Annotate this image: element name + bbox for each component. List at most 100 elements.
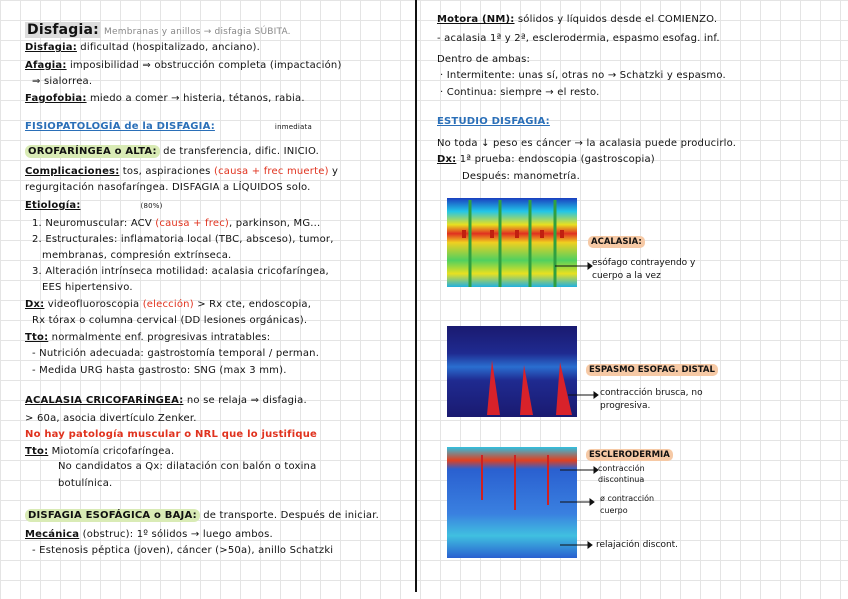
- text-segment: Afagia:: [25, 60, 67, 71]
- image-detail: [462, 230, 564, 238]
- text-segment: · Continua: siempre → el resto.: [440, 87, 600, 98]
- text-segment: OROFARÍNGEA o ALTA:: [25, 145, 160, 158]
- text-line: ⇒ sialorrea.: [32, 76, 92, 87]
- text-segment: botulínica.: [58, 478, 113, 489]
- text-line: Afagia: imposibilidad ⇒ obstrucción comp…: [25, 60, 342, 71]
- figure-note: cuerpo: [600, 506, 628, 515]
- column-divider: [415, 0, 417, 592]
- figure-note: discontinua: [598, 475, 645, 484]
- manometry-image: [447, 447, 577, 558]
- text-segment: tos, aspiraciones: [119, 166, 214, 177]
- text-line: Complicaciones: tos, aspiraciones (causa…: [25, 166, 338, 177]
- text-segment: videofluoroscopia: [44, 299, 143, 310]
- text-segment: Después: manometría.: [462, 171, 580, 182]
- text-line: Rx tórax o columna cervical (DD lesiones…: [32, 315, 307, 326]
- figure-title: ESCLERODERMIA: [586, 449, 673, 461]
- text-line: - Nutrición adecuada: gastrostomía tempo…: [32, 348, 319, 359]
- text-segment: 3. Alteración intrínseca motilidad: acal…: [32, 266, 329, 277]
- text-line: 1. Neuromuscular: ACV (causa + frec), pa…: [32, 218, 320, 229]
- text-line: Etiología: (80%): [25, 200, 163, 211]
- text-segment: Rx tórax o columna cervical (DD lesiones…: [32, 315, 308, 326]
- text-segment: membranas, compresión extrínseca.: [42, 250, 232, 261]
- text-segment: ESTUDIO DISFAGIA:: [437, 116, 550, 127]
- text-segment: DISFAGIA ESOFÁGICA o BAJA:: [25, 509, 200, 522]
- text-segment: Motora (NM):: [437, 14, 515, 25]
- figure-note: contracción: [598, 464, 645, 473]
- text-segment: Tto:: [25, 446, 49, 457]
- text-segment: Complicaciones:: [25, 166, 120, 177]
- text-line: > 60a, asocia divertículo Zenker.: [25, 413, 197, 424]
- text-segment: y: [328, 166, 339, 177]
- text-segment: Miotomía cricofaríngea.: [48, 446, 175, 457]
- text-segment: Tto:: [25, 332, 49, 343]
- text-line: membranas, compresión extrínseca.: [42, 250, 231, 261]
- text-segment: ⇒ sialorrea.: [32, 76, 93, 87]
- text-line: Motora (NM): sólidos y líquidos desde el…: [437, 14, 717, 25]
- text-segment: de transporte. Después de iniciar.: [199, 510, 380, 521]
- text-line: Disfagia: dificultad (hospitalizado, anc…: [25, 42, 260, 53]
- text-segment: inmediata: [274, 123, 312, 131]
- text-segment: Dx:: [25, 299, 45, 310]
- figure-note: contracción brusca, no: [600, 388, 703, 398]
- text-segment: No hay patología muscular o NRL que lo j…: [25, 429, 318, 440]
- text-line: No toda ↓ peso es cáncer → la acalasia p…: [437, 138, 736, 149]
- text-segment: Membranas y anillos → disfagia SÚBITA.: [100, 27, 291, 37]
- text-line: No hay patología muscular o NRL que lo j…: [25, 429, 317, 440]
- text-line: DISFAGIA ESOFÁGICA o BAJA: de transporte…: [25, 509, 380, 522]
- text-line: Disfagia: Membranas y anillos → disfagia…: [25, 22, 291, 38]
- text-line: regurgitación nasofaríngea. DISFAGIA a L…: [25, 182, 311, 193]
- text-segment: No toda ↓ peso es cáncer → la acalasia p…: [437, 138, 737, 149]
- figure-note: esófago contrayendo y: [592, 258, 696, 268]
- text-segment: 2. Estructurales: inflamatoria local (TB…: [32, 234, 334, 245]
- text-line: Dx: videofluoroscopia (elección) > Rx ct…: [25, 299, 311, 310]
- text-segment: normalmente enf. progresivas intratables…: [48, 332, 271, 343]
- text-segment: (80%): [140, 202, 163, 210]
- text-line: EES hipertensivo.: [42, 282, 133, 293]
- text-line: ESTUDIO DISFAGIA:: [437, 116, 550, 127]
- text-segment: FISIOPATOLOGÍA de la DISFAGIA:: [25, 121, 215, 132]
- text-segment: (causa + frec): [155, 218, 230, 229]
- text-line: Fagofobia: miedo a comer → histeria, tét…: [25, 93, 305, 104]
- text-line: Tto: normalmente enf. progresivas intrat…: [25, 332, 270, 343]
- text-segment: 1. Neuromuscular: ACV: [32, 218, 156, 229]
- text-line: Después: manometría.: [462, 171, 580, 182]
- text-line: FISIOPATOLOGÍA de la DISFAGIA: inmediata: [25, 121, 312, 132]
- manometry-image: [447, 198, 577, 287]
- image-detail: [487, 360, 572, 415]
- text-segment: Fagofobia:: [25, 93, 87, 104]
- text-segment: 1ª prueba: endoscopia (gastroscopia): [456, 154, 655, 165]
- manometry-image: [447, 326, 577, 417]
- text-line: 2. Estructurales: inflamatoria local (TB…: [32, 234, 334, 245]
- figure-note: ø contracción: [600, 494, 655, 503]
- text-line: botulínica.: [58, 478, 112, 489]
- figure-title: ACALASIA:: [588, 236, 645, 248]
- text-segment: miedo a comer → histeria, tétanos, rabia…: [86, 93, 305, 104]
- text-segment: EES hipertensivo.: [42, 282, 133, 293]
- text-line: ACALASIA CRICOFARÍNGEA: no se relaja ⇒ d…: [25, 395, 307, 406]
- text-line: · Continua: siempre → el resto.: [440, 87, 599, 98]
- text-line: No candidatos a Qx: dilatación con balón…: [58, 461, 316, 472]
- text-segment: > 60a, asocia divertículo Zenker.: [25, 413, 197, 424]
- text-segment: (elección): [142, 299, 194, 310]
- image-detail: [481, 455, 549, 510]
- arrows: [555, 262, 599, 549]
- text-segment: regurgitación nasofaríngea. DISFAGIA a L…: [25, 182, 311, 193]
- figure-title: ESPASMO ESOFAG. DISTAL: [586, 364, 718, 376]
- text-segment: No candidatos a Qx: dilatación con balón…: [58, 461, 317, 472]
- text-segment: Disfagia:: [25, 22, 101, 38]
- text-segment: (causa + frec muerte): [213, 166, 329, 177]
- text-segment: - Nutrición adecuada: gastrostomía tempo…: [32, 348, 320, 359]
- text-segment: sólidos y líquidos desde el COMIENZO.: [514, 14, 718, 25]
- text-line: - Estenosis péptica (joven), cáncer (>50…: [32, 545, 333, 556]
- text-line: Dentro de ambas:: [437, 54, 530, 65]
- text-segment: no se relaja ⇒ disfagia.: [183, 395, 307, 406]
- text-line: - acalasia 1ª y 2ª, esclerodermia, espas…: [437, 33, 720, 44]
- figure-note: cuerpo a la vez: [592, 271, 661, 281]
- text-segment: - Estenosis péptica (joven), cáncer (>50…: [32, 545, 334, 556]
- text-segment: - Medida URG hasta gastrosto: SNG (max 3…: [32, 365, 287, 376]
- figure-note: relajación discont.: [596, 540, 679, 550]
- text-segment: imposibilidad ⇒ obstrucción completa (im…: [66, 60, 342, 71]
- text-segment: ACALASIA CRICOFARÍNGEA:: [25, 395, 184, 406]
- figure-note: progresiva.: [600, 401, 651, 411]
